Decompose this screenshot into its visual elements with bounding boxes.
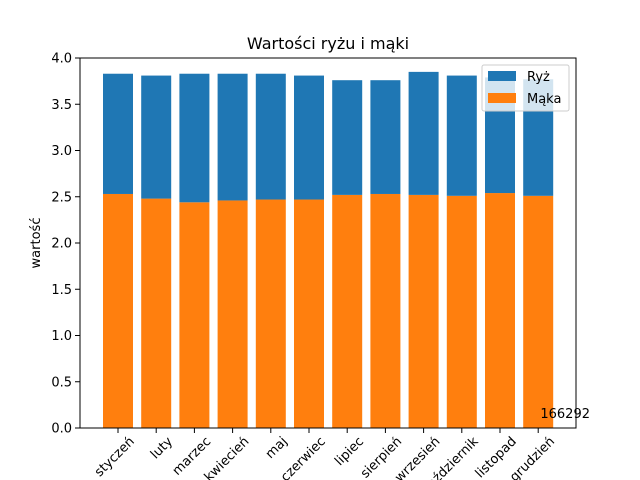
bar-mąka-3: [217, 200, 248, 428]
bar-mąka-1: [141, 198, 172, 428]
y-tick-label: 0.5: [51, 375, 72, 390]
bar-ryż-9: [446, 75, 477, 196]
bar-mąka-8: [408, 194, 439, 428]
bar-ryż-6: [332, 80, 363, 195]
bar-mąka-7: [370, 193, 401, 428]
y-tick-label: 2.5: [51, 190, 72, 205]
legend-swatch: [488, 93, 516, 103]
y-tick-label: 2.0: [51, 237, 72, 252]
bar-ryż-1: [141, 75, 172, 199]
bar-mąka-11: [523, 195, 554, 428]
x-tick-label: luty: [148, 434, 176, 462]
y-tick-label: 1.0: [51, 329, 72, 344]
plot-frame: [79, 57, 577, 429]
y-tick-label: 3.0: [51, 144, 72, 159]
legend-label: Mąka: [527, 92, 561, 107]
bar-mąka-5: [294, 199, 324, 428]
bar-mąka-0: [103, 193, 133, 428]
chart-title: Wartości ryżu i mąki: [247, 34, 409, 53]
legend-swatch: [488, 71, 516, 81]
x-tick-label: maj: [263, 434, 291, 462]
bar-mąka-2: [179, 202, 210, 428]
bar-ryż-2: [179, 73, 210, 203]
bars-group: [103, 71, 554, 428]
y-axis: 0.0 0.5 1.0 1.5 2.0 2.5 3.0 3.5 4.0: [51, 52, 80, 437]
bar-mąka-9: [446, 195, 477, 428]
bar-mąka-6: [332, 194, 363, 428]
x-tick-label: styczeń: [92, 434, 138, 480]
y-tick-label: 0.0: [51, 422, 72, 437]
bar-ryż-7: [370, 80, 401, 194]
bar-mąka-10: [485, 193, 515, 428]
annotation-label: 166292: [540, 407, 590, 422]
bar-mąka-4: [255, 199, 286, 428]
bar-ryż-3: [217, 73, 248, 201]
y-tick-label: 4.0: [51, 52, 72, 67]
bar-ryż-0: [103, 73, 133, 194]
y-tick-label: 3.5: [51, 98, 72, 113]
bar-ryż-5: [294, 75, 324, 200]
legend-label: Ryż: [527, 70, 550, 85]
x-tick-label: lipiec: [332, 434, 367, 469]
y-axis-label: wartość: [29, 218, 44, 269]
y-tick-label: 1.5: [51, 283, 72, 298]
bar-ryż-8: [408, 71, 439, 195]
bar-ryż-4: [255, 73, 286, 200]
legend: Ryż Mąka: [481, 64, 570, 112]
